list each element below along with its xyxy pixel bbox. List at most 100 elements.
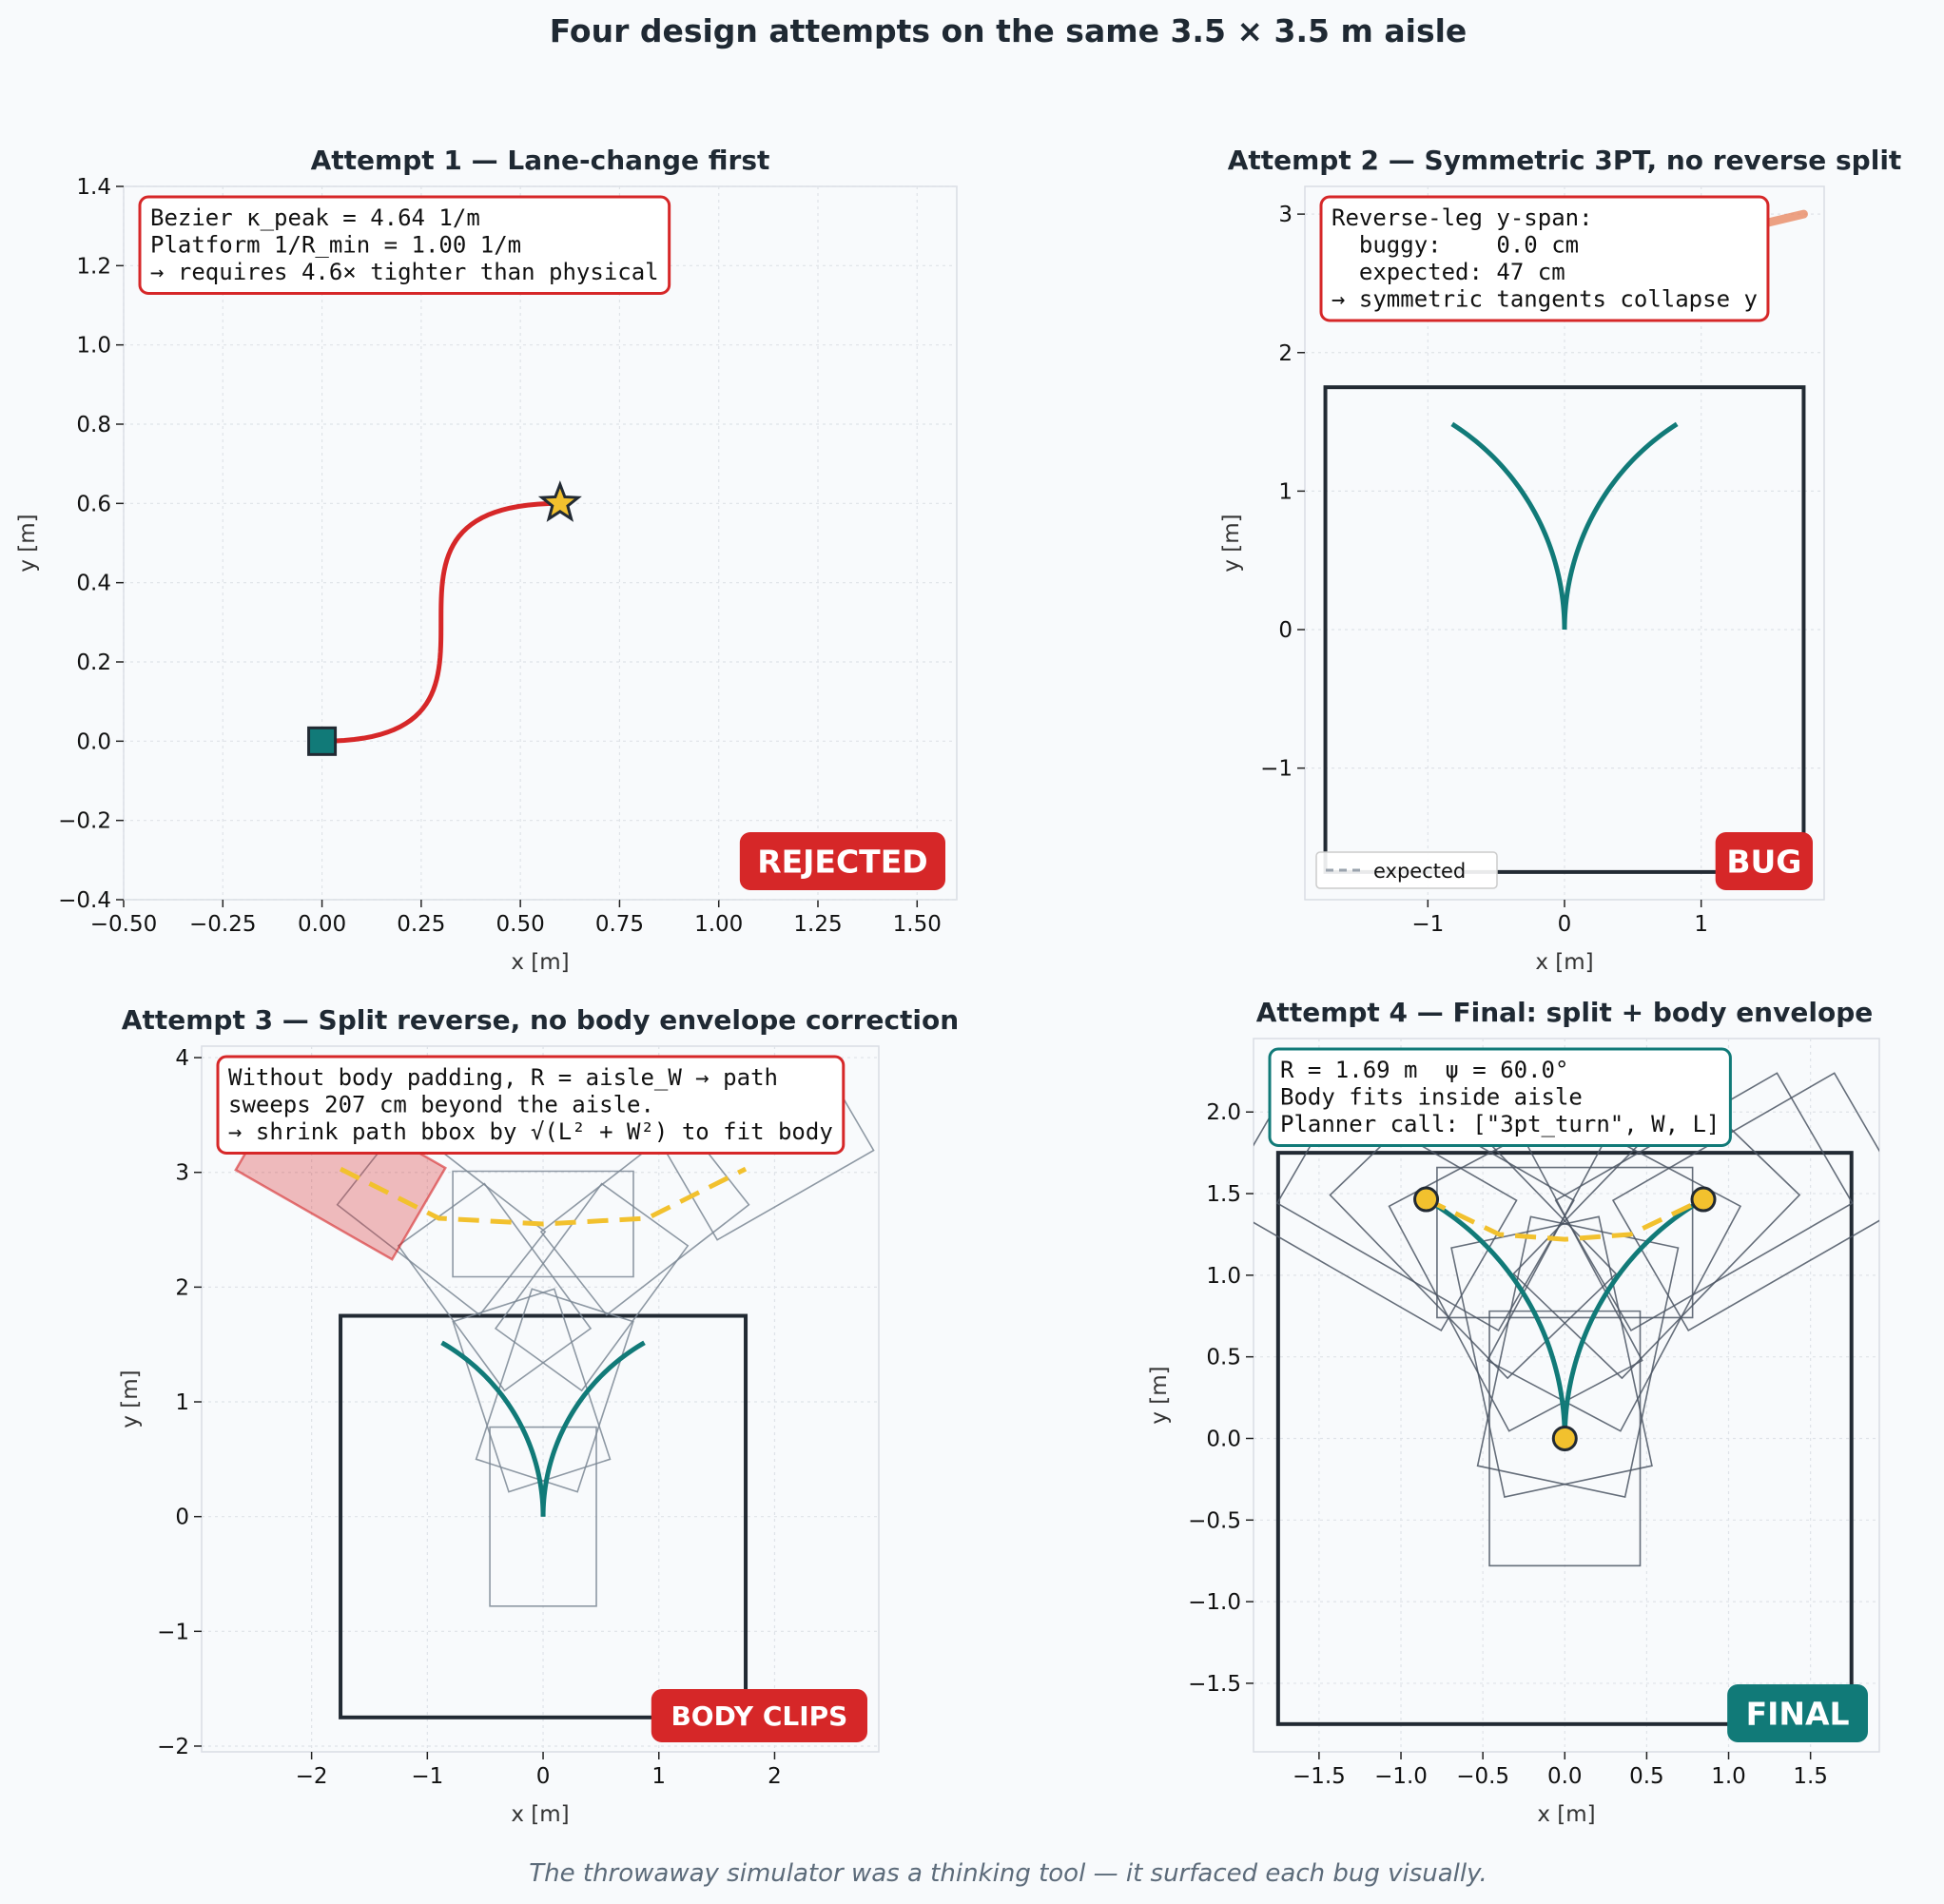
aisle-boundary	[1275, 1151, 1854, 1726]
x-tick-label: −1.5	[1293, 1764, 1346, 1789]
status-badge-label: REJECTED	[757, 843, 927, 880]
annotation-line: Without body padding, R = aisle_W → path	[228, 1064, 778, 1091]
annotation-line: sweeps 207 cm beyond the aisle.	[228, 1092, 654, 1118]
x-tick-label: −1	[1411, 912, 1444, 937]
y-tick-label: 1.0	[1206, 1264, 1241, 1289]
aisle-boundary	[339, 1313, 748, 1719]
body-outline	[1329, 1089, 1618, 1380]
x-tick-label: 0	[1558, 912, 1572, 937]
annotation-text: Bezier κ_peak = 4.64 1/m Platform 1/R_min…	[150, 204, 659, 285]
status-badge-label: BODY CLIPS	[671, 1700, 847, 1732]
reverse-leg	[339, 1166, 748, 1227]
y-tick-label: 1.5	[1206, 1182, 1241, 1207]
annotation-line: expected: 47 cm	[1332, 259, 1565, 285]
forward-arc-left	[1425, 1197, 1567, 1439]
annotation-line: buggy: 0.0 cm	[1332, 232, 1579, 259]
y-tick-label: 1	[175, 1390, 189, 1415]
y-tick-label: 3	[175, 1161, 189, 1186]
body-outline	[1436, 1166, 1694, 1319]
annotation-text: Reverse-leg y-span: buggy: 0.0 cm expect…	[1332, 204, 1758, 313]
x-tick-label: 0	[536, 1764, 551, 1789]
status-badge	[739, 832, 945, 890]
annotation-line: → symmetric tangents collapse y	[1332, 286, 1758, 313]
y-tick-label: 0.8	[76, 413, 111, 437]
annotation-text: R = 1.69 m ψ = 60.0° Body fits inside ais…	[1280, 1057, 1720, 1137]
forward-arc-right	[1562, 1197, 1705, 1439]
bezier-path	[321, 500, 560, 744]
x-tick-label: 0.25	[397, 912, 445, 937]
panels: −0.50 −0.25 0.00 0.25 0.50 0.75 1.00 1.25 1.50−0…	[15, 145, 1902, 1827]
x-tick-label: 0.0	[1547, 1764, 1583, 1789]
body-outline	[397, 1182, 593, 1392]
annotation-line: → shrink path bbox by √(L² + W²) to fit …	[228, 1118, 833, 1145]
figure-footer: The throwaway simulator was a thinking t…	[529, 1859, 1487, 1888]
y-tick-label: 0.4	[76, 572, 111, 596]
x-axis-label: x [m]	[1535, 950, 1593, 975]
x-tick-label: −0.25	[189, 912, 256, 937]
body-outline	[1611, 1072, 1879, 1332]
x-axis-label: x [m]	[511, 950, 569, 975]
y-tick-label: −0.4	[58, 888, 111, 913]
y-tick-label: 0.2	[76, 651, 111, 675]
status-badge	[1727, 1684, 1868, 1742]
y-tick-label: 0.5	[1206, 1346, 1241, 1370]
panel-attempt4: −1.5 −1.0 −0.5 0.0 0.5 1.0 1.5 −1.5 −1.0 −0.5 0.0 0…	[1147, 997, 1880, 1827]
y-tick-label: −1.0	[1188, 1590, 1241, 1615]
x-tick-label: −1.0	[1374, 1764, 1428, 1789]
status-badge	[1715, 832, 1813, 890]
body-outline	[1554, 1072, 1854, 1332]
x-tick-label: −0.50	[90, 912, 157, 937]
y-tick-label: 0.6	[76, 492, 111, 516]
body-outline	[1486, 1135, 1742, 1432]
y-tick-label: 1.2	[76, 254, 111, 279]
body-outline	[452, 1170, 634, 1278]
panel-title: Attempt 1 — Lane-change first	[311, 145, 770, 176]
y-axis-label: y [m]	[118, 1370, 143, 1428]
y-axis-label: y [m]	[15, 514, 40, 572]
annotation-line: R = 1.69 m ψ = 60.0°	[1280, 1057, 1568, 1083]
x-axis-label: x [m]	[1537, 1802, 1595, 1827]
forward-arc-left	[1450, 421, 1567, 631]
panel-title: Attempt 2 — Symmetric 3PT, no reverse sp…	[1228, 145, 1902, 176]
x-tick-label: 0.50	[496, 912, 545, 937]
y-tick-label: 0	[175, 1506, 189, 1530]
axes-frame	[201, 1045, 880, 1753]
annotation-box	[1319, 195, 1770, 322]
x-tick-label: −1	[411, 1764, 443, 1789]
annotation-box	[1268, 1047, 1732, 1147]
x-tick-label: 1.0	[1711, 1764, 1746, 1789]
y-tick-label: 1.4	[76, 175, 111, 200]
figure-title: Four design attempts on the same 3.5 × 3…	[550, 12, 1468, 49]
y-tick-label: −2	[157, 1735, 189, 1759]
y-axis-label: y [m]	[1147, 1366, 1172, 1424]
x-tick-label: 1.50	[893, 912, 942, 937]
y-tick-label: 3	[1278, 203, 1293, 227]
y-tick-label: 0	[1278, 618, 1293, 643]
annotation-line: → requires 4.6× tighter than physical	[150, 259, 659, 285]
annotation-line: Planner call: ["3pt_turn", W, L]	[1280, 1111, 1720, 1137]
y-tick-label: −1	[157, 1620, 189, 1644]
body-outline	[489, 1426, 597, 1607]
y-tick-label: −0.2	[58, 809, 111, 834]
y-tick-label: 4	[175, 1046, 189, 1071]
aisle-boundary	[1323, 385, 1806, 874]
x-tick-label: −0.5	[1456, 1764, 1509, 1789]
y-axis-label: y [m]	[1219, 514, 1244, 572]
annotation-line: Reverse-leg y-span:	[1332, 204, 1593, 231]
forward-arc-right	[1562, 421, 1679, 631]
x-tick-label: 1	[651, 1764, 666, 1789]
x-tick-label: 0.75	[595, 912, 644, 937]
body-outline	[1388, 1135, 1643, 1432]
x-tick-label: 1.5	[1793, 1764, 1828, 1789]
body-outline	[1254, 1072, 1518, 1332]
forward-arc-right	[540, 1340, 646, 1517]
legend-box	[1315, 851, 1498, 889]
panel-title: Attempt 3 — Split reverse, no body envel…	[122, 1004, 959, 1036]
reverse-leg	[1758, 209, 1808, 228]
body-outline	[1450, 1215, 1653, 1498]
x-tick-label: 2	[768, 1764, 782, 1789]
waypoint-marker	[1551, 1425, 1578, 1451]
y-tick-label: 2.0	[1206, 1100, 1241, 1125]
plot-area	[1323, 209, 1808, 874]
